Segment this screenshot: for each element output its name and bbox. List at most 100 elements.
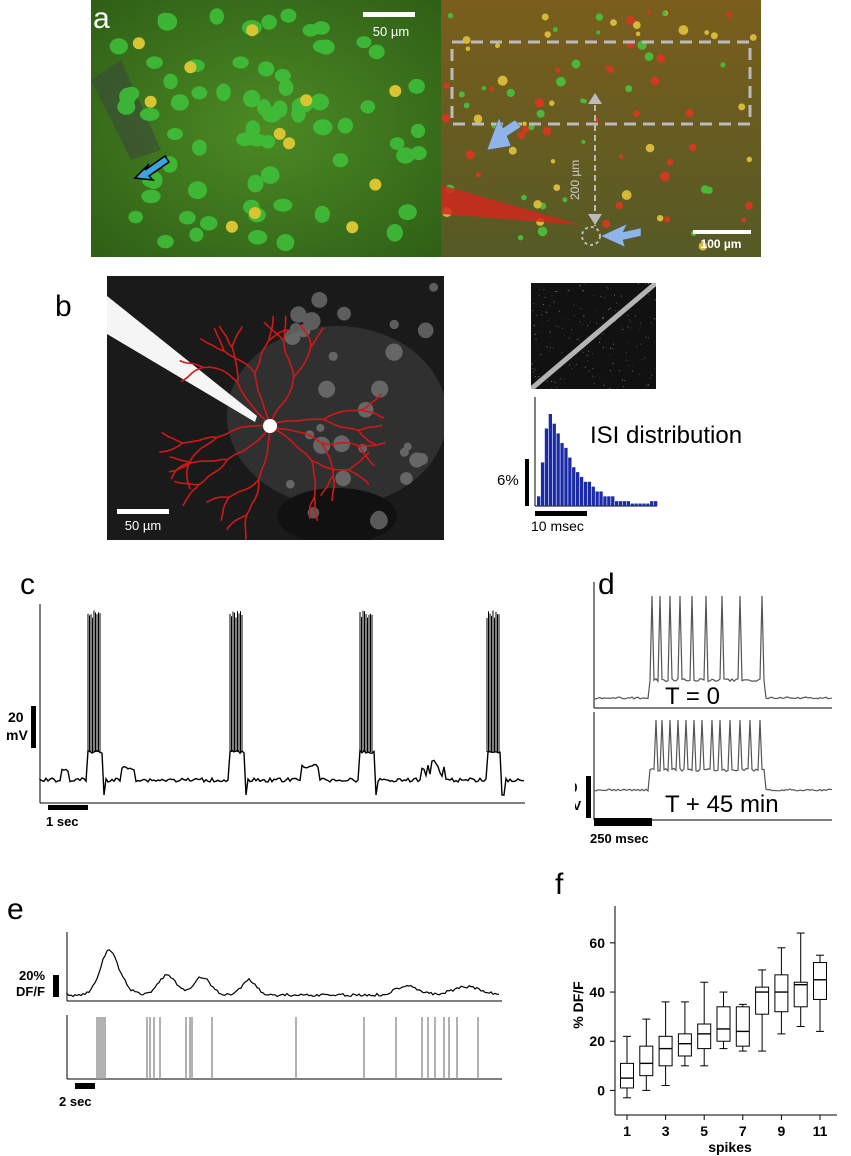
isi-bar — [638, 503, 642, 506]
cell — [141, 189, 161, 204]
cell — [302, 23, 319, 37]
f-box — [620, 1035, 634, 1099]
cell — [473, 114, 483, 124]
noise-pixel — [561, 352, 563, 354]
cell — [280, 8, 297, 23]
panel-c-x-scale-bar — [48, 805, 88, 810]
cell — [192, 139, 207, 156]
isi-bar — [560, 443, 564, 506]
noise-pixel — [569, 364, 571, 366]
noise-pixel — [572, 303, 574, 305]
cell — [368, 44, 385, 60]
f-x-tick-label: 5 — [700, 1123, 708, 1139]
noise-pixel — [568, 337, 570, 339]
cell — [550, 159, 556, 164]
noise-pixel — [612, 310, 614, 312]
cell — [273, 127, 286, 140]
bg-cell — [357, 401, 374, 418]
noise-pixel — [542, 304, 544, 306]
cell — [187, 181, 208, 200]
noise-pixel — [592, 353, 594, 355]
dendrite — [226, 514, 247, 531]
noise-pixel — [644, 357, 646, 359]
cell — [246, 24, 259, 37]
panel-a-left-scale-bar — [363, 12, 415, 17]
cell — [656, 214, 664, 222]
noise-pixel — [574, 358, 576, 360]
panel-d-bottom-label: T + 45 min — [665, 791, 779, 818]
noise-pixel — [549, 380, 551, 382]
panel-d-y-scale-top: 20 — [575, 780, 577, 795]
noise-pixel — [649, 377, 651, 379]
cell — [313, 119, 333, 136]
bg-cell — [409, 452, 425, 468]
noise-pixel — [545, 311, 547, 313]
f-box-rect — [755, 986, 770, 1015]
noise-pixel — [539, 384, 541, 386]
panel-c-y-scale-bar — [31, 706, 36, 748]
dendrite — [269, 418, 325, 427]
panel-e-y-scale-bottom: DF/F — [16, 984, 45, 999]
noise-pixel — [598, 341, 600, 343]
cell — [441, 113, 451, 123]
panel-e-y-scale-top: 20% — [19, 968, 45, 983]
noise-pixel — [612, 348, 614, 350]
noise-pixel — [538, 359, 540, 361]
cell — [506, 88, 515, 97]
noise-pixel — [556, 325, 558, 327]
dendrite — [292, 346, 312, 378]
noise-pixel — [610, 307, 612, 309]
cell — [521, 194, 527, 201]
cell — [332, 153, 349, 168]
dendrite — [236, 381, 271, 427]
panel-d-top-label: T = 0 — [665, 683, 720, 710]
noise-pixel — [533, 303, 535, 305]
f-box-rect — [620, 1062, 634, 1089]
noise-pixel — [599, 377, 601, 379]
isi-bar — [595, 491, 599, 506]
isi-bar — [607, 496, 611, 506]
noise-pixel — [538, 331, 540, 333]
noise-pixel — [589, 321, 591, 323]
cell — [170, 94, 189, 111]
noise-pixel — [654, 318, 656, 320]
bg-cell — [311, 291, 328, 308]
cell — [109, 38, 128, 55]
dendrite — [220, 497, 230, 522]
noise-pixel — [582, 324, 584, 326]
noise-pixel — [596, 322, 598, 324]
cell — [645, 143, 655, 153]
dendrite — [191, 458, 228, 464]
noise-pixel — [637, 357, 639, 359]
isi-bar — [583, 481, 588, 506]
bg-cell — [429, 282, 439, 292]
panel-e-x-scale-bar — [75, 1083, 95, 1089]
noise-pixel — [594, 376, 596, 378]
cell — [278, 79, 294, 96]
cell — [607, 66, 615, 73]
isi-bar — [634, 503, 638, 506]
noise-pixel — [549, 305, 551, 307]
panel-b-isi-histogram: 6% 10 msec ISI distribution — [497, 397, 742, 534]
noise-pixel — [531, 363, 533, 365]
noise-pixel — [630, 327, 632, 329]
noise-pixel — [555, 312, 557, 314]
noise-pixel — [621, 326, 623, 328]
dendrite — [181, 436, 218, 444]
cell — [517, 234, 524, 241]
cell — [146, 56, 163, 69]
cell — [497, 75, 508, 86]
cell — [749, 34, 757, 41]
dendrite — [313, 496, 319, 522]
panel-e-letter: e — [7, 893, 24, 926]
cell — [544, 31, 551, 38]
noise-pixel — [606, 352, 608, 354]
noise-pixel — [567, 289, 569, 291]
f-box — [813, 954, 827, 1032]
isi-x-scale-bar — [535, 511, 587, 516]
panel-b-scale-bar — [117, 509, 169, 514]
f-box-rect — [735, 1006, 750, 1047]
noise-pixel — [632, 370, 634, 372]
noise-pixel — [564, 334, 566, 336]
noise-pixel — [621, 379, 623, 381]
